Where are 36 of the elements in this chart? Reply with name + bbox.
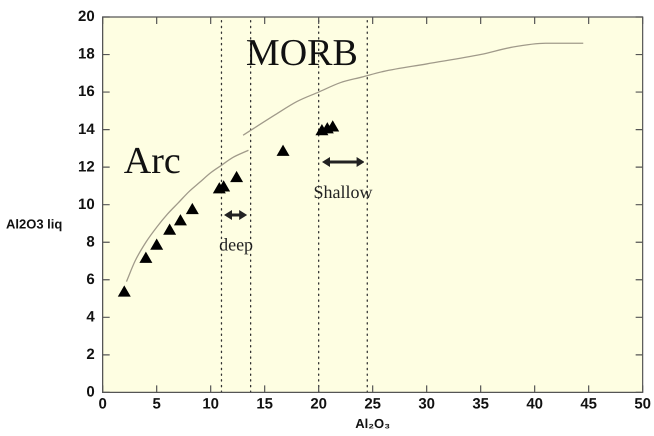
- x-tick-label: 10: [202, 396, 220, 413]
- annotation: deep: [219, 234, 254, 255]
- x-tick-label: 50: [634, 396, 651, 413]
- y-tick-label: 20: [78, 8, 95, 26]
- y-tick-label: 10: [78, 196, 95, 213]
- x-tick-label: 45: [580, 396, 598, 413]
- point: [186, 203, 198, 214]
- x-tick-label: 25: [364, 396, 382, 413]
- x-tick-label: 30: [418, 396, 436, 413]
- y-tick-label: 2: [86, 346, 95, 363]
- point: [140, 252, 152, 263]
- point: [276, 145, 290, 156]
- x-tick-label: 0: [98, 396, 107, 413]
- y-axis-title: Al2O3 liq: [6, 216, 62, 232]
- x-tick-label: 35: [472, 396, 490, 413]
- x-tick-label: 40: [526, 396, 544, 413]
- series-label: Arc: [124, 140, 181, 182]
- point: [118, 286, 130, 297]
- y-tick-label: 12: [78, 158, 95, 176]
- y-tick-label: 14: [78, 120, 96, 138]
- y-tick-label: 18: [78, 46, 95, 63]
- point: [174, 214, 187, 226]
- point: [164, 224, 176, 235]
- point: [230, 171, 243, 182]
- x-tick-label: 15: [256, 396, 274, 413]
- series-label: MORB: [246, 32, 358, 74]
- annotation: Shallow: [313, 182, 372, 202]
- point: [150, 238, 163, 250]
- y-tick-label: 16: [78, 83, 95, 100]
- y-tick-label: 6: [86, 270, 95, 288]
- y-tick-label: 4: [86, 308, 96, 326]
- x-tick-label: 5: [152, 396, 161, 413]
- y-tick-label: 8: [86, 233, 95, 250]
- x-tick-label: 20: [310, 396, 328, 413]
- y-tick-label: 0: [86, 384, 95, 401]
- x-axis-title: Al₂O₃: [355, 416, 390, 431]
